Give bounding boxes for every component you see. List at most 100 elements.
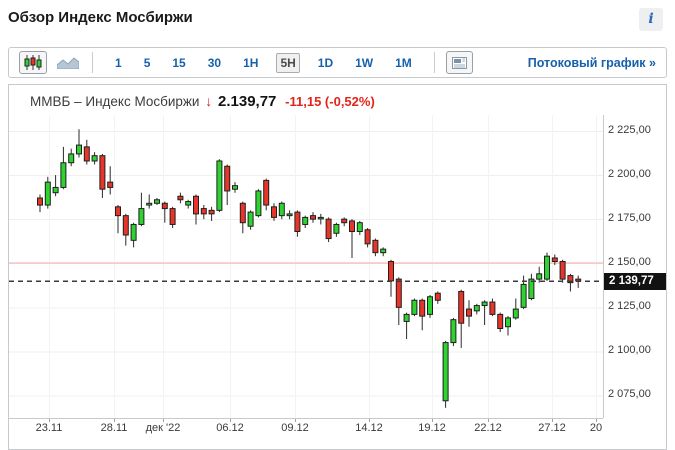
- candle: [286, 210, 293, 220]
- candle: [200, 205, 207, 220]
- x-axis-label: 28.11: [100, 422, 128, 434]
- candle: [185, 199, 192, 209]
- candle: [364, 227, 371, 248]
- candle: [208, 206, 215, 221]
- price-change: -11,15 (-0,52%): [285, 94, 375, 109]
- candle: [76, 129, 82, 158]
- toolbar-divider: [92, 52, 93, 73]
- timeframe-15[interactable]: 15: [172, 55, 186, 70]
- chart-toolbar: 1 5 15 30 1H 5H 1D 1W 1M Потоковый график »: [8, 47, 667, 78]
- candle: [255, 189, 262, 218]
- candle: [419, 298, 426, 331]
- timeframe-1W[interactable]: 1W: [355, 55, 374, 70]
- info-button[interactable]: i: [639, 8, 663, 31]
- candle: [161, 201, 168, 223]
- x-axis-label: 20: [589, 422, 603, 434]
- x-axis-label: 14.12: [355, 422, 383, 434]
- candle: [130, 222, 137, 248]
- x-axis-label: 22.12: [474, 422, 502, 434]
- toolbar-divider: [433, 52, 435, 73]
- candle: [395, 277, 402, 325]
- candle: [520, 275, 527, 310]
- info-icon: i: [648, 11, 654, 27]
- quote-board-icon: [451, 56, 467, 69]
- candle: [294, 210, 301, 237]
- candle: [403, 312, 410, 340]
- timeframe-1H[interactable]: 1H: [243, 55, 259, 70]
- candle: [146, 194, 153, 209]
- candle: [505, 316, 511, 336]
- x-axis-label: 09.12: [281, 422, 309, 434]
- candle: [154, 198, 160, 206]
- instrument-name: ММВБ – Индекс Мосбиржи: [30, 94, 200, 109]
- candle: [434, 291, 441, 304]
- candle: [232, 182, 238, 193]
- x-axis-labels: 23.11 28.11 дек '22 06.12 09.12 14.12 19.12 22.…: [9, 422, 605, 438]
- quote-board-button[interactable]: [445, 51, 473, 74]
- candlestick-plot[interactable]: [9, 115, 605, 425]
- candle: [551, 254, 558, 266]
- x-axis-label: 27.12: [538, 422, 566, 434]
- y-axis-label: 2 175,00: [608, 212, 651, 225]
- y-axis-label: 2 150,00: [608, 256, 651, 269]
- candle: [122, 213, 129, 246]
- y-axis-label: 2 200,00: [608, 168, 651, 181]
- candle: [450, 317, 457, 347]
- area-view-button[interactable]: [55, 54, 81, 72]
- y-axis-label: 2 125,00: [608, 300, 651, 313]
- candle: [193, 194, 199, 225]
- candle: [52, 175, 59, 197]
- last-price-tag: 2 139,77: [604, 273, 666, 290]
- candle: [115, 205, 121, 234]
- candle: [224, 164, 231, 206]
- x-axis-label: 23.11: [35, 422, 63, 434]
- candle: [536, 266, 543, 283]
- candle: [263, 178, 270, 211]
- candle: [544, 252, 550, 281]
- candle: [341, 217, 348, 227]
- candlestick-view-button[interactable]: [19, 51, 47, 74]
- candle: [177, 192, 184, 204]
- area-chart-icon: [57, 57, 79, 69]
- page-title: Обзор Индекс Мосбиржи: [8, 9, 193, 26]
- candle: [60, 146, 67, 190]
- timeframe-1M[interactable]: 1M: [395, 55, 412, 70]
- candle: [310, 212, 316, 223]
- candle: [497, 312, 504, 333]
- x-axis-label: 06.12: [216, 422, 244, 434]
- candle: [528, 273, 535, 301]
- candle: [169, 206, 176, 228]
- candle: [271, 203, 277, 221]
- candle: [442, 340, 449, 408]
- timeframe-5[interactable]: 5: [143, 55, 151, 70]
- candle: [380, 247, 387, 257]
- candle: [411, 298, 418, 317]
- candle: [512, 298, 519, 320]
- candle: [302, 215, 309, 228]
- x-axis-label: 19.12: [418, 422, 446, 434]
- candle: [388, 259, 394, 297]
- candle: [567, 273, 574, 292]
- timeframe-1[interactable]: 1: [115, 55, 122, 70]
- stream-chart-link[interactable]: Потоковый график »: [527, 55, 656, 70]
- candle: [138, 192, 145, 227]
- price-down-arrow-icon: ↓: [205, 93, 213, 109]
- y-axis-label: 2 225,00: [608, 124, 651, 136]
- chart-header: ММВБ – Индекс Мосбиржи ↓ 2.139,77 -11,15…: [30, 93, 375, 110]
- candle: [107, 166, 114, 195]
- timeframe-5H[interactable]: 5H: [276, 52, 300, 73]
- candle: [372, 238, 379, 257]
- last-price: 2.139,77: [218, 93, 277, 110]
- candle: [427, 294, 433, 318]
- candle: [216, 159, 223, 213]
- candlestick-chart-icon: [24, 55, 42, 70]
- timeframe-buttons: 1 5 15 30 1H 5H 1D 1W 1M: [104, 52, 423, 73]
- candle: [473, 303, 480, 315]
- candle: [481, 300, 488, 325]
- candle: [99, 153, 106, 199]
- timeframe-30[interactable]: 30: [207, 55, 222, 70]
- chart-panel: ММВБ – Индекс Мосбиржи ↓ 2.139,77 -11,15…: [8, 84, 667, 450]
- candle: [247, 210, 254, 230]
- timeframe-1D[interactable]: 1D: [317, 55, 334, 70]
- candle: [68, 148, 75, 167]
